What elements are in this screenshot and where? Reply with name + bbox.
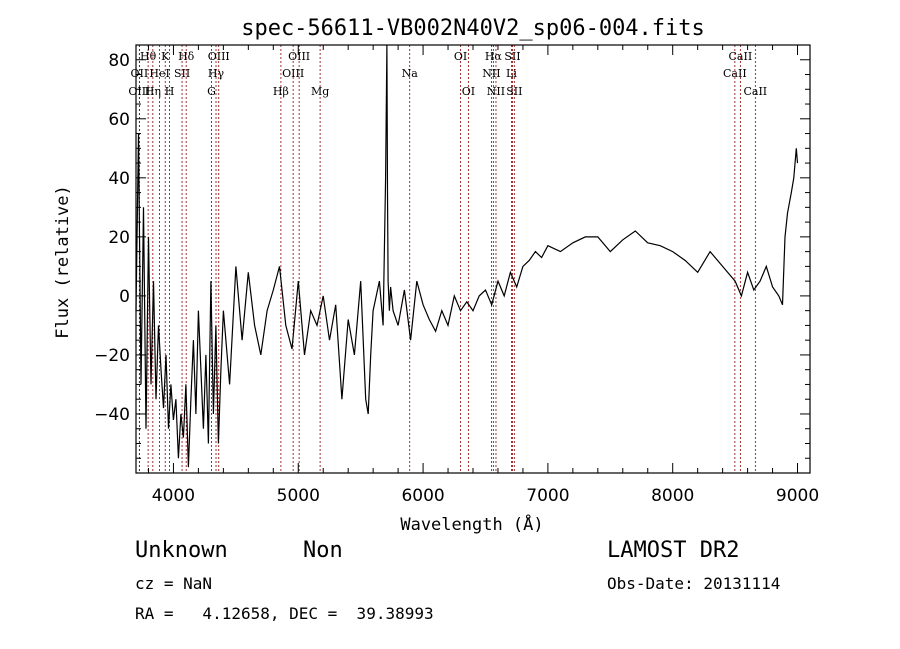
- spectral-line-label: SII: [506, 85, 522, 98]
- spectral-line-label: Hδ: [178, 50, 195, 63]
- survey-name: LAMOST DR2: [607, 538, 740, 563]
- line-labels-layer: Hθ OII OIII K HeI Hη Hδ SII H OIII Hγ G OIII OIII Hβ Mg…: [128, 50, 767, 98]
- spectral-line-label: Mg: [311, 85, 329, 98]
- spectral-line-label: OI: [462, 85, 475, 98]
- spectral-line-label: SII: [504, 50, 520, 63]
- spectral-line-label: OIII: [208, 50, 230, 63]
- x-tick-label: 7000: [526, 486, 569, 506]
- y-tick-label: −20: [94, 346, 130, 366]
- spectral-line-label: Hγ: [208, 67, 225, 80]
- object-subclass: Non: [303, 538, 343, 563]
- coordinates: RA = 4.12658, DEC = 39.38993: [135, 604, 434, 623]
- y-tick-label: 80: [108, 51, 130, 71]
- y-tick-label: 0: [119, 287, 130, 307]
- spectral-line-label: OIII: [128, 85, 150, 98]
- x-tick-label: 6000: [401, 486, 444, 506]
- spectral-line-label: OIII: [288, 50, 310, 63]
- spectral-line-label: CaII: [743, 85, 767, 98]
- spectral-line-label: OI: [454, 50, 467, 63]
- y-tick-label: 20: [108, 228, 130, 248]
- spectral-line-label: CaII: [729, 50, 753, 63]
- x-tick-label: 8000: [651, 486, 694, 506]
- spectral-line-label: Hα: [485, 50, 503, 63]
- spectral-line-label: CaII: [723, 67, 747, 80]
- plot-frame: [135, 44, 811, 474]
- object-class: Unknown: [135, 538, 228, 563]
- spectral-line-label: NII: [487, 85, 505, 98]
- spectral-line-label: HeI: [149, 67, 169, 80]
- spectrum-line: [135, 44, 799, 468]
- spectral-line-label: NII: [482, 67, 500, 80]
- y-axis-label: Flux (relative): [53, 185, 73, 339]
- y-tick-label: −40: [94, 405, 130, 425]
- spectral-line-label: OII: [131, 67, 149, 80]
- spectral-line-label: Hη: [145, 85, 161, 98]
- spectral-line-label: Na: [402, 67, 419, 80]
- spectral-line-label: Hβ: [273, 85, 289, 98]
- chart-title: spec-56611-VB002N40V2_sp06-004.fits: [241, 16, 705, 41]
- x-axis-label: Wavelength (Å): [400, 513, 543, 535]
- observation-date: Obs-Date: 20131114: [607, 574, 781, 593]
- y-tick-label: 60: [108, 110, 130, 130]
- x-tick-label: 4000: [152, 486, 195, 506]
- spectral-line-label: OIII: [282, 67, 304, 80]
- redshift-cz: cz = NaN: [135, 574, 213, 593]
- spectral-line-label: H: [165, 85, 175, 98]
- emission-lines-layer: [138, 45, 756, 473]
- axis-ticks-layer: 4000 5000 6000 7000 8000 9000 −40 −20 0 20 40 60 80: [94, 44, 819, 506]
- y-tick-label: 40: [108, 169, 130, 189]
- spectral-line-label: SII: [174, 67, 190, 80]
- spectral-line-label: Li: [506, 67, 517, 80]
- x-tick-label: 5000: [277, 486, 320, 506]
- spectral-line-label: K: [161, 50, 170, 63]
- x-tick-label: 9000: [776, 486, 819, 506]
- spectral-line-label: Hθ: [140, 50, 157, 63]
- spectral-line-label: G: [207, 85, 216, 98]
